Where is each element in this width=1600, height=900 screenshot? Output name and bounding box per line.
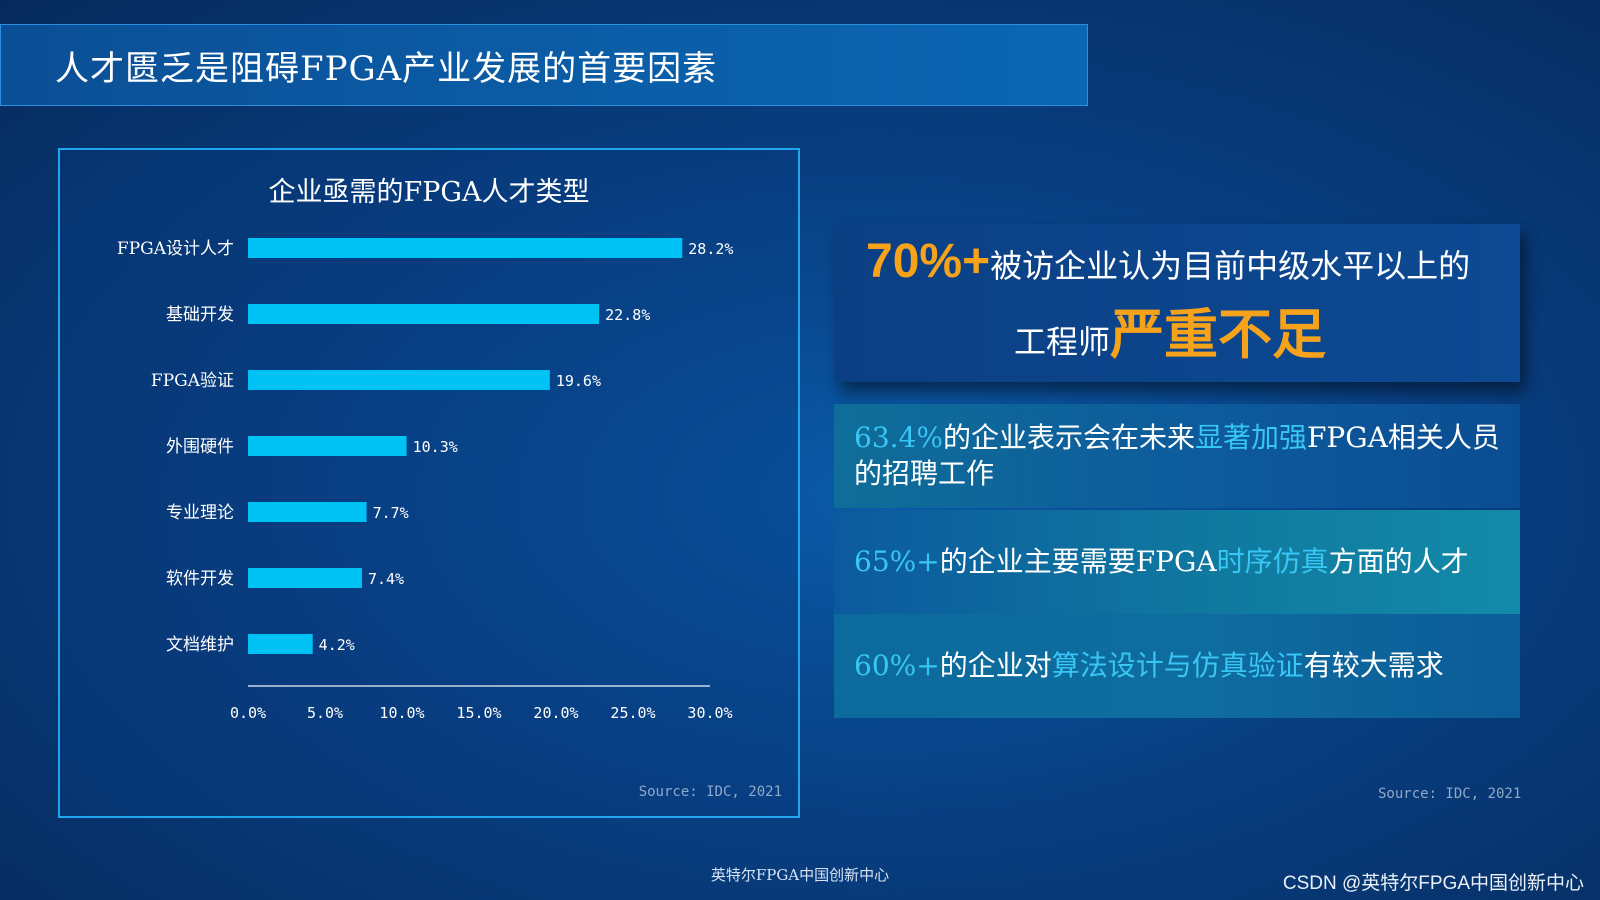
footer-watermark: CSDN @英特尔FPGA中国创新中心 <box>1282 873 1584 894</box>
highlight-line-1: 70%+被访企业认为目前中级水平以上的 <box>866 234 1470 289</box>
footer-org: 英特尔FPGA中国创新中心 <box>710 866 890 884</box>
value-label: 22.8% <box>605 306 650 324</box>
stat-emphasis: 显著加强 <box>1194 421 1307 454</box>
stat-text-a: 的企业对 <box>939 649 1052 682</box>
stats-source: Source: IDC, 2021 <box>1378 786 1522 802</box>
title-banner: 人才匮乏是阻碍FPGA产业发展的首要因素 <box>0 24 1088 106</box>
stat-value: 63.4% <box>854 421 943 454</box>
stat-text-b: 有较大需求 <box>1303 649 1444 682</box>
chart-source: Source: IDC, 2021 <box>638 784 782 800</box>
x-tick-label: 0.0% <box>230 704 266 722</box>
stat-text: 65%+的企业主要需要FPGA时序仿真方面的人才 <box>854 544 1469 580</box>
category-label: 专业理论 <box>166 503 234 523</box>
value-label: 19.6% <box>556 372 601 390</box>
stat-card: 63.4%的企业表示会在未来显著加强FPGA相关人员的招聘工作 <box>834 404 1520 508</box>
x-tick-label: 10.0% <box>379 704 424 722</box>
category-label: 软件开发 <box>166 569 234 589</box>
stat-text-a: 的企业表示会在未来 <box>942 421 1195 454</box>
value-label: 7.4% <box>368 570 404 588</box>
stat-emphasis: 算法设计与仿真验证 <box>1051 649 1304 682</box>
highlight-line-2: 工程师严重不足 <box>1014 290 1326 369</box>
value-label: 28.2% <box>688 240 733 258</box>
value-label: 4.2% <box>319 636 355 654</box>
x-tick-label: 20.0% <box>533 704 578 722</box>
bar <box>248 568 362 588</box>
stat-text: 60%+的企业对算法设计与仿真验证有较大需求 <box>854 648 1444 684</box>
value-label: 10.3% <box>413 438 458 456</box>
category-label: 外围硬件 <box>166 437 234 457</box>
stat-text: 63.4%的企业表示会在未来显著加强FPGA相关人员的招聘工作 <box>854 420 1520 492</box>
bar <box>248 436 407 456</box>
stat-card: 60%+的企业对算法设计与仿真验证有较大需求 <box>834 614 1520 718</box>
stat-text-b: 方面的人才 <box>1328 545 1469 578</box>
category-label: 文档维护 <box>166 635 234 655</box>
stat-text-b: FPGA相关人员的招聘工作 <box>854 421 1500 490</box>
category-label: FPGA设计人才 <box>117 239 234 259</box>
bar-chart: FPGA设计人才 28.2% 基础开发 22.8% FPGA验证 19.6% 外围硬件 10.… <box>117 238 733 722</box>
stat-value: 60%+ <box>854 649 940 682</box>
stat-emphasis: 时序仿真 <box>1216 545 1329 578</box>
chart-title: 企业亟需的FPGA人才类型 <box>268 177 590 208</box>
stat-card: 65%+的企业主要需要FPGA时序仿真方面的人才 <box>834 510 1520 614</box>
stat-text-a: 的企业主要需要FPGA <box>939 545 1217 578</box>
highlight-text-2: 工程师 <box>1014 323 1111 361</box>
category-label: 基础开发 <box>166 305 234 325</box>
bar <box>248 502 367 522</box>
bar <box>248 370 550 390</box>
bar <box>248 304 600 324</box>
category-label: FPGA验证 <box>151 371 234 391</box>
x-tick-label: 15.0% <box>456 704 501 722</box>
stat-value: 65%+ <box>854 545 940 578</box>
highlight-callout: 70%+被访企业认为目前中级水平以上的 工程师严重不足 <box>834 224 1520 382</box>
x-tick-label: 5.0% <box>307 704 343 722</box>
page-title: 人才匮乏是阻碍FPGA产业发展的首要因素 <box>55 49 718 89</box>
highlight-emphasis: 严重不足 <box>1110 302 1327 366</box>
highlight-text-1: 被访企业认为目前中级水平以上的 <box>990 247 1471 285</box>
chart-panel: 企业亟需的FPGA人才类型 FPGA设计人才 28.2% 基础开发 22.8% FPGA… <box>58 148 800 818</box>
value-label: 7.7% <box>373 504 409 522</box>
highlight-number: 70%+ <box>866 235 991 288</box>
x-tick-label: 30.0% <box>687 704 732 722</box>
x-tick-label: 25.0% <box>610 704 655 722</box>
bar <box>248 238 683 258</box>
bar <box>248 634 313 654</box>
